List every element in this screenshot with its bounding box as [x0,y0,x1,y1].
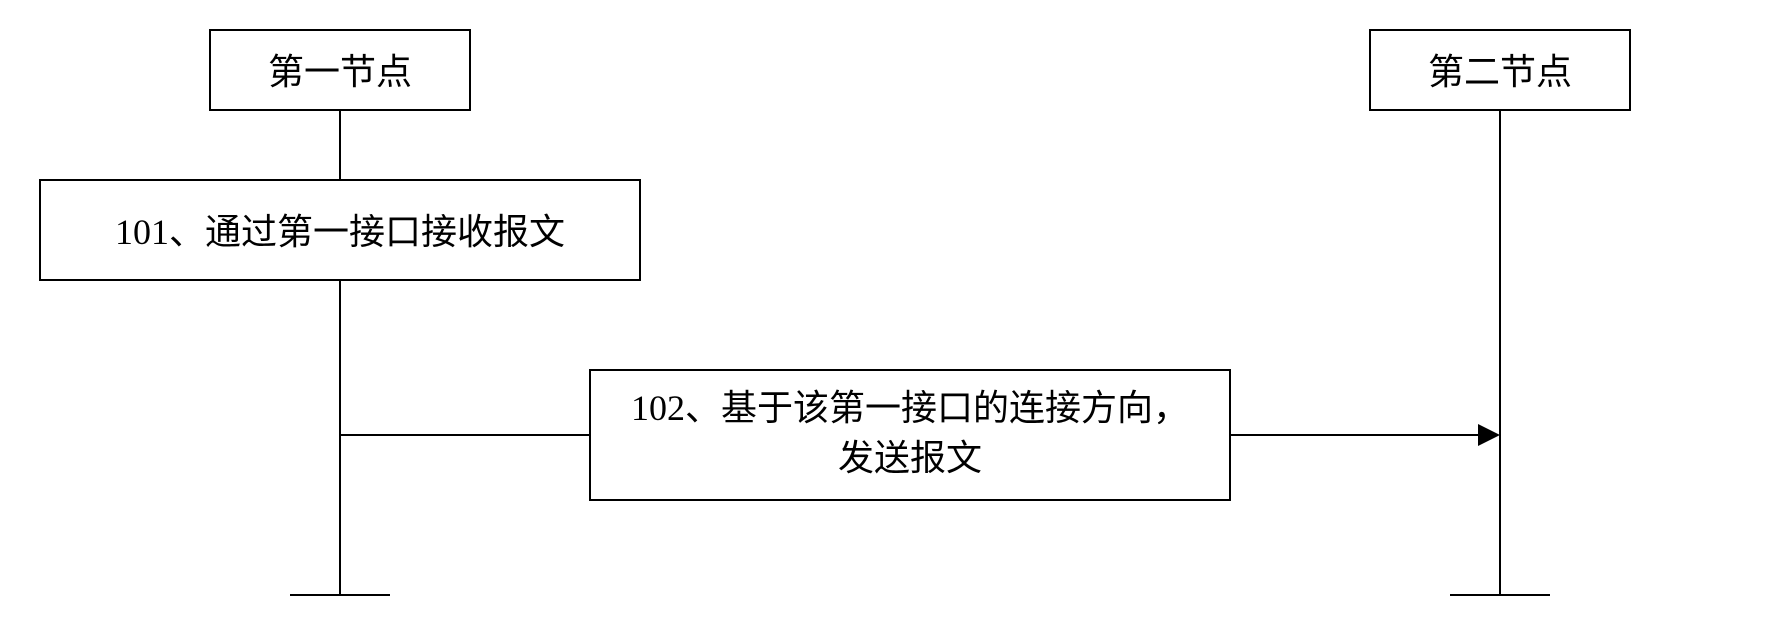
node2-label: 第二节点 [1428,52,1572,92]
step102-label-line2: 发送报文 [838,438,982,478]
step102-label-line1: 102、基于该第一接口的连接方向， [631,388,1189,428]
step102-arrowhead [1478,424,1500,446]
node1-label: 第一节点 [268,52,412,92]
step101-label: 101、通过第一接口接收报文 [115,212,565,252]
sequence-diagram: 第一节点 第二节点 101、通过第一接口接收报文 102、基于该第一接口的连接方… [0,0,1773,623]
